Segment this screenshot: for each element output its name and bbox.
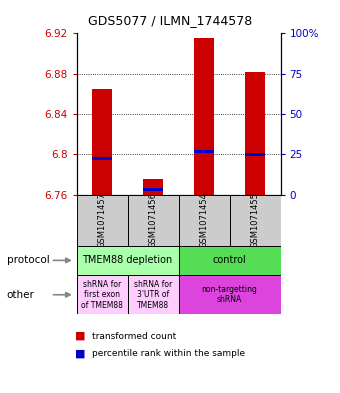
Bar bbox=[128, 275, 178, 314]
Bar bbox=[194, 39, 214, 195]
Bar bbox=[178, 275, 280, 314]
Bar bbox=[245, 153, 265, 156]
Bar bbox=[178, 246, 280, 275]
Text: transformed count: transformed count bbox=[92, 332, 176, 340]
Bar bbox=[92, 89, 112, 195]
Text: GSM1071454: GSM1071454 bbox=[200, 192, 208, 248]
Bar bbox=[245, 72, 265, 195]
Bar bbox=[194, 150, 214, 153]
Text: shRNA for
first exon
of TMEM88: shRNA for first exon of TMEM88 bbox=[81, 280, 123, 310]
Text: ■: ■ bbox=[75, 331, 85, 341]
Bar bbox=[128, 195, 178, 246]
Text: ■: ■ bbox=[75, 349, 85, 359]
Bar bbox=[143, 188, 163, 191]
Text: control: control bbox=[212, 255, 246, 265]
Bar bbox=[230, 195, 280, 246]
Text: GDS5077 / ILMN_1744578: GDS5077 / ILMN_1744578 bbox=[88, 14, 252, 27]
Bar bbox=[92, 157, 112, 160]
Text: percentile rank within the sample: percentile rank within the sample bbox=[92, 349, 245, 358]
Bar bbox=[76, 246, 178, 275]
Text: GSM1071457: GSM1071457 bbox=[98, 192, 106, 248]
Text: shRNA for
3'UTR of
TMEM88: shRNA for 3'UTR of TMEM88 bbox=[134, 280, 172, 310]
Bar bbox=[76, 275, 128, 314]
Bar bbox=[178, 195, 230, 246]
Text: GSM1071456: GSM1071456 bbox=[149, 192, 157, 248]
Bar bbox=[76, 195, 128, 246]
Text: protocol: protocol bbox=[7, 255, 50, 265]
Text: non-targetting
shRNA: non-targetting shRNA bbox=[202, 285, 257, 305]
Bar bbox=[143, 180, 163, 195]
Text: TMEM88 depletion: TMEM88 depletion bbox=[82, 255, 173, 265]
Text: GSM1071455: GSM1071455 bbox=[251, 192, 259, 248]
Text: other: other bbox=[7, 290, 35, 300]
